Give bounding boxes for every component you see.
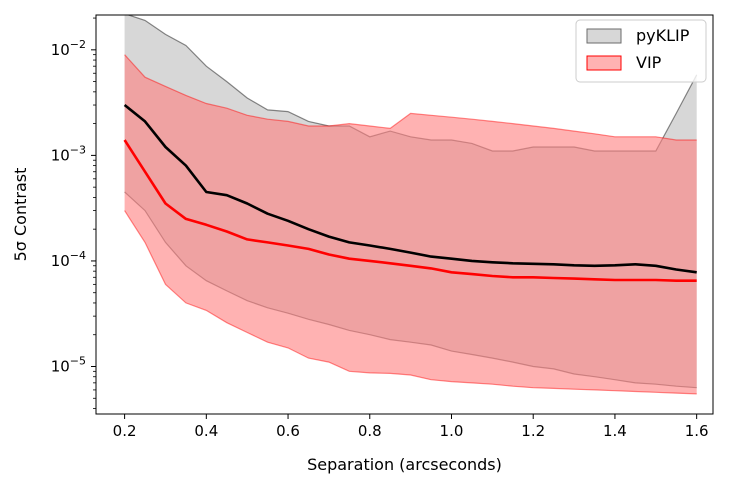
legend: pyKLIP VIP [575,19,707,83]
y-tick-label: 10−3 [51,143,86,164]
x-tick-label: 0.4 [194,422,218,440]
plot-frame [95,14,714,415]
median-line-vip [123,139,697,283]
x-tick-label: 1.4 [603,422,627,440]
band-vip [124,54,697,394]
median-line-pyklip [123,103,697,274]
legend-label-pyklip: pyKLIP [636,26,690,45]
y-axis-label: 5σ Contrast [11,168,30,262]
x-axis-label: Separation (arcseconds) [307,455,502,474]
x-tick-label: 0.6 [276,422,300,440]
x-tick-label: 1.6 [685,422,709,440]
x-tick-label: 1.0 [440,422,464,440]
legend-swatch-pyklip [586,28,622,44]
y-tick-label: 10−4 [51,249,86,270]
plot-area [123,15,698,395]
band-upper-edge-vip [124,54,697,141]
x-tick-label: 1.2 [521,422,545,440]
legend-label-vip: VIP [636,53,662,72]
x-tick-label: 0.2 [113,422,137,440]
band-lower-edge-vip [124,210,697,395]
x-tick-label: 0.8 [358,422,382,440]
y-tick-label: 10−2 [51,38,86,59]
legend-swatch-vip [586,55,622,71]
y-axis: 10−2 10−3 10−4 10−5 [51,17,96,409]
y-tick-label: 10−5 [51,355,86,376]
x-axis: 0.2 0.4 0.6 0.8 1.0 1.2 1.4 1.6 [113,414,709,440]
